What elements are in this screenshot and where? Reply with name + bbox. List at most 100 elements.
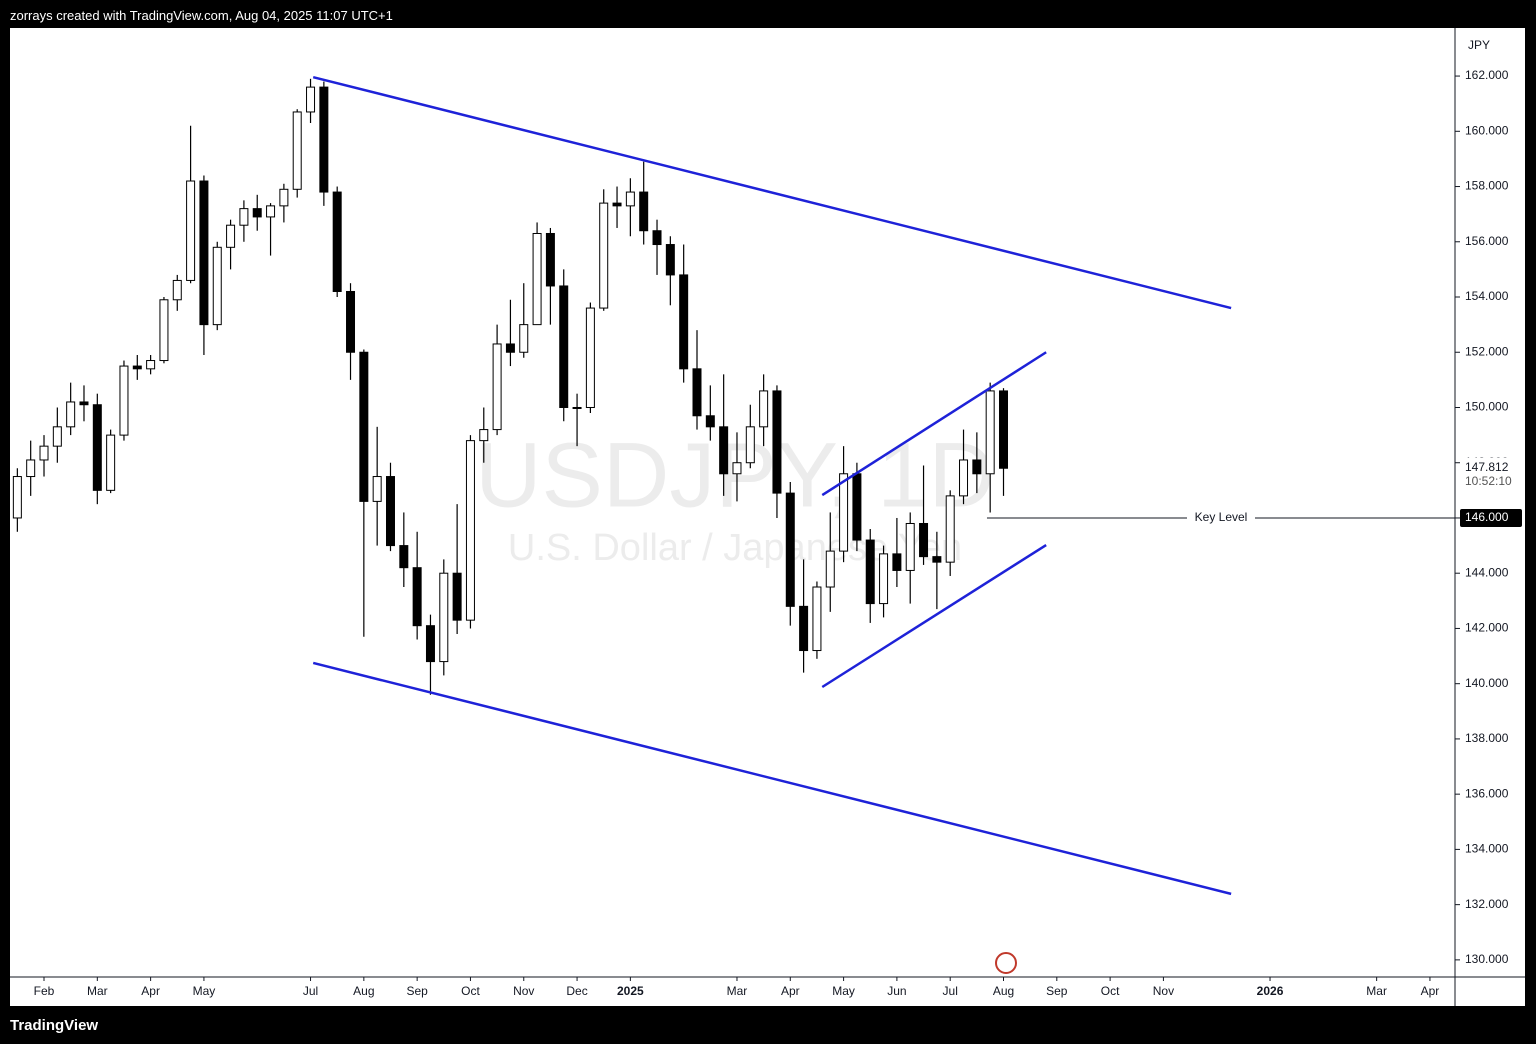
candle-body: [999, 390, 1009, 469]
y-tick-label: 154.000: [1465, 289, 1509, 303]
candle-body: [892, 553, 902, 571]
candle-body: [505, 343, 515, 353]
candle-body: [919, 522, 929, 558]
last-price: 147.812: [1465, 460, 1509, 474]
y-tick-label: 162.000: [1465, 68, 1509, 82]
x-tick-label: May: [193, 984, 216, 998]
candle-body: [839, 473, 849, 552]
candle-body: [612, 202, 622, 207]
x-tick-label: Oct: [461, 984, 480, 998]
candle-body: [439, 572, 449, 663]
x-tick-label: Mar: [727, 984, 748, 998]
candle-body: [252, 208, 262, 218]
x-tick-label: Jun: [887, 984, 906, 998]
candle-body: [492, 343, 502, 431]
y-tick-label: 130.000: [1465, 952, 1509, 966]
candle-body: [825, 550, 835, 588]
x-tick-label: 2025: [617, 984, 644, 998]
key-level-label-bg: [1187, 508, 1255, 527]
x-tick-label: Sep: [406, 984, 428, 998]
candle-body: [319, 86, 329, 193]
trend-line: [821, 543, 1047, 689]
candle-body: [226, 224, 236, 248]
x-tick-label: Feb: [34, 984, 55, 998]
candle-body: [732, 462, 742, 475]
trend-line: [312, 75, 1232, 310]
candle-body: [159, 299, 169, 362]
x-tick-label: Apr: [781, 984, 800, 998]
candle-body: [199, 180, 209, 326]
candle-body: [425, 625, 435, 663]
candle-body: [599, 202, 609, 309]
candle-body: [572, 406, 582, 409]
candle-body: [519, 324, 529, 353]
countdown: 10:52:10: [1465, 474, 1512, 488]
candle-body: [186, 180, 196, 281]
candle-body: [52, 426, 62, 447]
candle-body: [372, 476, 382, 502]
candle-body: [785, 492, 795, 607]
key-level-label: Key Level: [1195, 510, 1248, 524]
candle-body: [879, 553, 889, 605]
candle-body: [532, 232, 542, 326]
candle-body: [545, 232, 555, 287]
candle-body: [705, 415, 715, 428]
candle-body: [359, 351, 369, 502]
candle-body: [12, 476, 22, 519]
candle-body: [692, 368, 702, 417]
key-level-price: 146.000: [1465, 510, 1509, 524]
y-tick-label: 150.000: [1465, 400, 1509, 414]
candle-body: [172, 279, 182, 301]
x-tick-label: 2026: [1257, 984, 1284, 998]
candle-body: [665, 244, 675, 276]
candle-body: [212, 246, 222, 326]
candle-body: [985, 390, 995, 475]
y-tick-label: 138.000: [1465, 731, 1509, 745]
candle-body: [266, 205, 276, 218]
candle-body: [639, 191, 649, 232]
candle-body: [972, 459, 982, 475]
candle-body: [932, 556, 942, 563]
currency-label: JPY: [1468, 38, 1490, 52]
candle-body: [146, 360, 156, 370]
x-tick-label: Aug: [353, 984, 374, 998]
x-tick-label: Dec: [566, 984, 587, 998]
x-tick-label: Oct: [1101, 984, 1120, 998]
y-tick-label: 158.000: [1465, 179, 1509, 193]
candle-body: [106, 434, 116, 491]
x-tick-label: Sep: [1046, 984, 1068, 998]
candle-body: [346, 290, 356, 353]
candle-body: [745, 426, 755, 464]
candle-body: [945, 495, 955, 563]
candle-body: [585, 307, 595, 408]
candle-body: [385, 476, 395, 547]
candle-body: [905, 522, 915, 571]
candle-body: [559, 285, 569, 408]
candle-body: [332, 191, 342, 292]
candle-body: [92, 404, 102, 491]
x-tick-label: Aug: [993, 984, 1014, 998]
candle-body: [812, 586, 822, 652]
candle-body: [865, 539, 875, 605]
candle-body: [412, 567, 422, 627]
y-tick-label: 144.000: [1465, 565, 1509, 579]
y-tick-label: 152.000: [1465, 344, 1509, 358]
x-tick-label: Nov: [513, 984, 534, 998]
candle-body: [279, 188, 289, 207]
event-icon[interactable]: [995, 952, 1017, 974]
x-tick-label: Mar: [87, 984, 108, 998]
x-tick-label: Jul: [303, 984, 318, 998]
key-level-price-tag: [1460, 508, 1522, 527]
candle-body: [66, 401, 76, 428]
y-tick-label: 156.000: [1465, 234, 1509, 248]
candle-body: [479, 429, 489, 442]
candle-body: [452, 572, 462, 621]
candle-body: [852, 473, 862, 541]
candle-body: [399, 545, 409, 569]
trend-line: [312, 661, 1232, 896]
x-tick-label: Nov: [1153, 984, 1174, 998]
watermark-symbol: USDJPY, 1D: [475, 424, 995, 526]
